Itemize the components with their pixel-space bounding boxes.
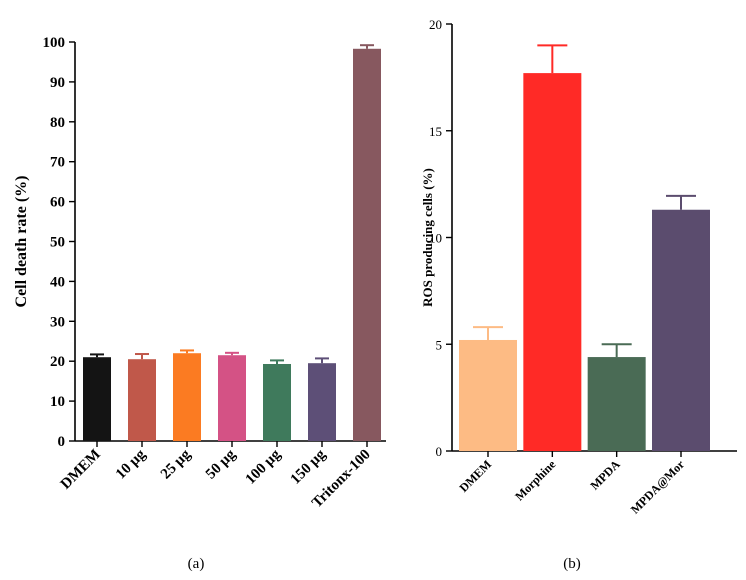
- y-tick-label: 0: [58, 434, 66, 450]
- bar: [523, 73, 582, 451]
- y-tick-label: 10: [429, 231, 442, 246]
- y-tick-label: 40: [50, 274, 65, 290]
- x-tick-label: MPDA@Mor: [628, 457, 688, 517]
- x-tick-label: 10 μg: [113, 446, 149, 482]
- x-tick-label: MPDA: [587, 457, 623, 493]
- x-tick-label: 50 μg: [203, 446, 239, 482]
- captions: (a) (b): [188, 556, 581, 572]
- bar: [173, 353, 201, 441]
- y-tick-label: 15: [429, 124, 442, 139]
- bar: [308, 363, 336, 441]
- y-tick-label: 30: [50, 314, 65, 330]
- caption-a: (a): [188, 556, 205, 572]
- bar: [83, 357, 111, 441]
- chart-panel-b: 0 5 10 15 20 ROS producing cells (%) DMEM Morph…: [420, 17, 737, 516]
- y-axis-label: ROS producing cells (%): [420, 168, 435, 307]
- y-tick-label: 50: [50, 235, 65, 251]
- y-tick-label: 80: [50, 115, 65, 131]
- bar: [263, 363, 291, 441]
- y-tick-label: 100: [43, 35, 66, 51]
- bar: [459, 339, 517, 451]
- x-tick-label: DMEM: [58, 447, 104, 493]
- bar: [652, 209, 710, 451]
- bar: [353, 48, 381, 442]
- y-tick-label: 70: [50, 155, 65, 171]
- y-axis-label: Cell death rate (%): [13, 176, 30, 308]
- y-tick-label: 20: [50, 354, 65, 370]
- x-tick-label: Morphine: [512, 457, 559, 504]
- y-tick-label: 60: [50, 195, 65, 211]
- bar: [218, 355, 246, 441]
- y-tick-label: 10: [50, 394, 65, 410]
- chart-panel-a: 0 10 20 30 40 50 60 70 80 90 100 Cell death rate (%…: [13, 35, 386, 511]
- x-tick-label: 25 μg: [158, 446, 194, 482]
- bar: [587, 357, 646, 451]
- bar: [128, 359, 156, 441]
- y-tick-label: 5: [436, 337, 443, 352]
- x-tick-label: DMEM: [456, 457, 494, 495]
- y-tick-label: 0: [436, 444, 443, 459]
- caption-b: (b): [563, 556, 581, 572]
- x-tick-label: 150 μg: [288, 446, 330, 488]
- y-tick-label: 90: [50, 75, 65, 91]
- x-tick-label: 100 μg: [243, 446, 285, 488]
- y-tick-label: 20: [429, 17, 442, 32]
